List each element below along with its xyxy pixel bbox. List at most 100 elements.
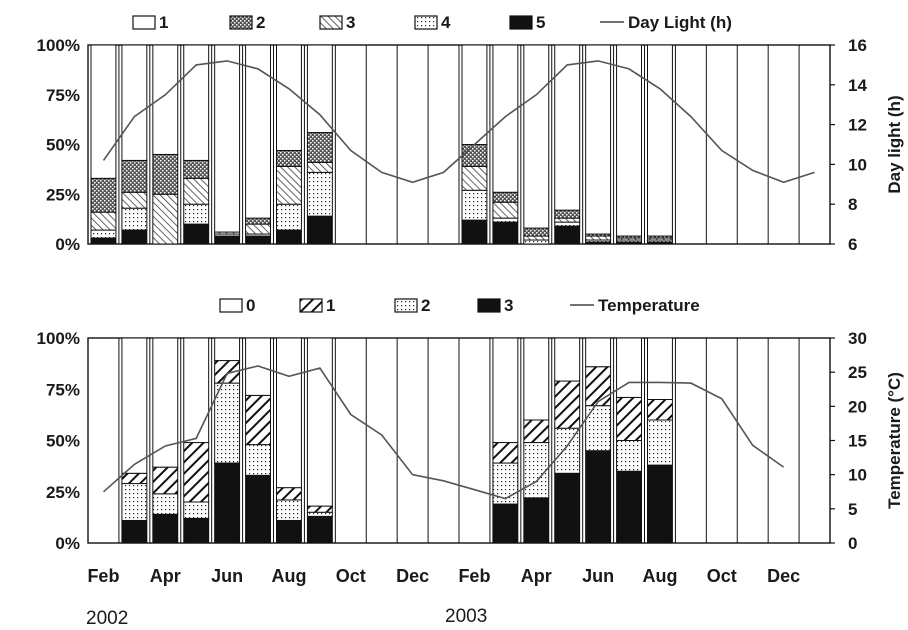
bottom-bar-1 — [585, 366, 612, 407]
top-bar-1 — [90, 44, 117, 179]
top-bar-1 — [183, 44, 210, 161]
top-bar-3 — [554, 217, 581, 223]
top-y2tick-label: 16 — [848, 36, 867, 55]
bottom-bar-1 — [183, 442, 210, 503]
bottom-legend-label: 1 — [326, 296, 335, 315]
top-y2tick-label: 14 — [848, 76, 867, 95]
bottom-bar-3 — [121, 519, 148, 544]
x-tick-label: Feb — [458, 566, 490, 586]
top-legend-label: 3 — [346, 13, 355, 32]
bottom-bar-3 — [554, 472, 581, 544]
top-bar-4 — [183, 203, 210, 225]
bottom-bar-3 — [523, 497, 550, 544]
bottom-bar-1 — [492, 442, 519, 464]
bottom-bar-2 — [306, 511, 333, 517]
bottom-legend-swatch — [299, 298, 323, 313]
x-axis-labels: Feb Apr Jun Aug Oct Dec Feb Apr Jun Aug Oct Dec 2002… — [86, 566, 800, 629]
bottom-ytick-label: 25% — [46, 483, 80, 502]
bottom-ytick-label: 50% — [46, 432, 80, 451]
top-legend-swatch — [319, 15, 343, 30]
top-panel: 1 2 3 4 5 Day Light (h)0%25%50%75%100%6810121… — [37, 13, 904, 254]
bottom-legend-swatch — [394, 298, 418, 313]
top-bar-2 — [90, 177, 117, 213]
top-bar-1 — [554, 44, 581, 211]
bottom-y2tick-label: 15 — [848, 432, 867, 451]
bottom-line-series — [102, 365, 785, 500]
bottom-y2tick-label: 30 — [848, 329, 867, 348]
top-ytick-label: 75% — [46, 86, 80, 105]
top-ytick-label: 50% — [46, 136, 80, 155]
top-bar-4 — [90, 229, 117, 239]
top-bar-5 — [90, 237, 117, 245]
top-y2-axis-title: Day light (h) — [885, 95, 904, 193]
x-tick-label: Apr — [521, 566, 552, 586]
bottom-bar-2 — [585, 405, 612, 452]
top-bar-1 — [492, 44, 519, 193]
top-bar-3 — [245, 223, 271, 235]
bottom-bar-3 — [183, 517, 210, 544]
top-legend-label: Day Light (h) — [628, 13, 732, 32]
x-tick-label: Feb — [87, 566, 119, 586]
top-bar-4 — [461, 189, 488, 221]
bottom-ytick-label: 75% — [46, 380, 80, 399]
x-tick-label: Dec — [767, 566, 800, 586]
bottom-ytick-label: 0% — [55, 534, 80, 553]
top-bar-3 — [276, 165, 302, 205]
bottom-bar-1 — [616, 396, 642, 442]
bottom-bar-2 — [183, 501, 210, 519]
top-bar-4 — [523, 239, 550, 245]
year-label: 2003 — [445, 606, 487, 627]
bottom-bar-3 — [276, 519, 302, 544]
top-bar-2 — [121, 159, 148, 193]
bottom-bar-1 — [121, 472, 148, 485]
bottom-legend-swatch — [477, 298, 501, 313]
top-bar-2 — [183, 159, 210, 179]
top-bar-1 — [121, 44, 148, 161]
x-tick-label: Oct — [336, 566, 366, 586]
bottom-bar-0 — [121, 337, 148, 474]
bottom-bar-2 — [152, 493, 179, 515]
bottom-bar-1 — [554, 380, 581, 429]
top-bar-5 — [306, 215, 333, 245]
bottom-bar-0 — [214, 337, 241, 362]
top-bar-1 — [245, 44, 271, 219]
top-legend-label: 1 — [159, 13, 168, 32]
top-bar-2 — [245, 217, 271, 225]
year-label: 2002 — [86, 608, 128, 629]
top-bar-5 — [492, 221, 519, 245]
top-bar-4 — [121, 207, 148, 231]
bottom-bar-3 — [245, 474, 271, 544]
top-line-series — [102, 60, 815, 184]
top-ytick-label: 100% — [37, 36, 80, 55]
top-legend-label: 5 — [536, 13, 545, 32]
bottom-bar-2 — [214, 382, 241, 464]
bottom-bar-2 — [647, 419, 673, 466]
top-bar-2 — [306, 132, 333, 163]
top-bar-3 — [585, 235, 612, 241]
bottom-bar-3 — [492, 503, 519, 544]
x-tick-label: Aug — [642, 566, 677, 586]
top-bar-5 — [461, 219, 488, 245]
bottom-y2tick-label: 5 — [848, 500, 857, 519]
bottom-y2tick-label: 10 — [848, 466, 867, 485]
x-tick-label: Apr — [150, 566, 181, 586]
top-bar-4 — [492, 217, 519, 223]
top-y2tick-label: 10 — [848, 155, 867, 174]
bottom-bar-3 — [214, 462, 241, 544]
x-tick-label: Oct — [707, 566, 737, 586]
bottom-bar-0 — [647, 337, 673, 400]
top-y2tick-label: 8 — [848, 195, 857, 214]
top-bar-1 — [647, 44, 673, 237]
top-bar-4 — [276, 203, 302, 231]
x-tick-label: Aug — [271, 566, 306, 586]
top-legend-swatch — [509, 15, 533, 30]
bottom-bar-3 — [616, 470, 642, 544]
bottom-bar-0 — [306, 337, 333, 507]
top-bar-4 — [306, 171, 333, 217]
top-bar-1 — [585, 44, 612, 235]
bottom-legend: 0 1 2 3 Temperature — [219, 296, 700, 315]
top-bar-3 — [523, 235, 550, 241]
top-bar-2 — [276, 149, 302, 167]
top-legend: 1 2 3 4 5 Day Light (h) — [132, 13, 732, 32]
